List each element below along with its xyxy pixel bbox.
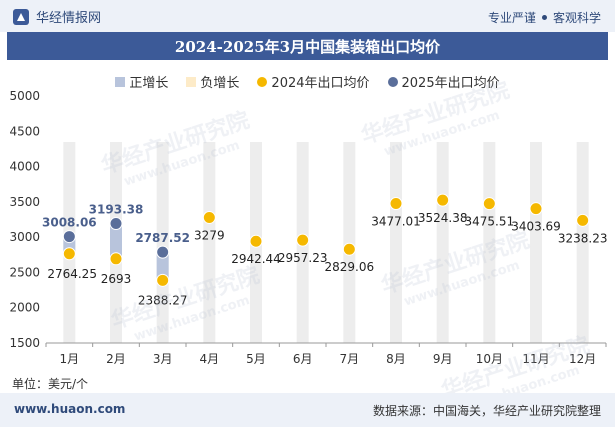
footer-site-link[interactable]: www.huaon.com [14, 402, 126, 416]
legend-swatch-negative [186, 76, 197, 87]
column-band [530, 142, 542, 343]
data-label-2024: 3475.51 [465, 215, 515, 229]
column-band [390, 142, 402, 343]
growth-bar [63, 236, 76, 254]
data-label-2024: 2693 [101, 272, 132, 286]
legend-label-negative: 负增长 [200, 76, 240, 91]
legend-label-2024: 2024年出口均价 [271, 76, 370, 91]
y-tick-label: 3500 [9, 195, 40, 209]
legend-swatch-2025 [387, 76, 398, 87]
point-2024 [62, 247, 76, 261]
data-label-2024: 2764.25 [47, 267, 97, 281]
x-tick-label: 3月 [153, 352, 173, 366]
data-label-2024: 3279 [194, 228, 225, 242]
data-label-2024: 2829.06 [325, 260, 375, 274]
x-tick-label: 4月 [200, 352, 220, 366]
data-label-2025: 3008.06 [42, 216, 97, 230]
x-tick-label: 11月 [522, 352, 549, 366]
footer-source: 数据来源：中国海关，华经产业研究院整理 [372, 404, 601, 418]
x-tick-label: 9月 [433, 352, 453, 366]
legend-item-2024: 2024年出口均价 [257, 72, 370, 91]
data-label-2024: 2957.23 [278, 251, 328, 265]
column-band [576, 142, 589, 343]
tagline-left: 专业严谨 [487, 11, 536, 25]
chart-title: 2024-2025年3月中国集装箱出口均价 [7, 32, 608, 60]
tagline-right: 客观科学 [552, 11, 601, 25]
point-2024 [342, 242, 356, 256]
header-bar: 华经情报网 专业严谨 客观科学 [0, 0, 615, 32]
growth-bar [110, 223, 122, 259]
point-2024 [249, 234, 263, 248]
chart-legend: 正增长 负增长 2024年出口均价 2025年出口均价 [0, 72, 615, 91]
legend-item-2025: 2025年出口均价 [387, 72, 500, 91]
point-2024 [576, 213, 590, 227]
x-tick-label: 5月 [246, 352, 266, 366]
column-band [203, 142, 216, 343]
legend-item-negative: 负增长 [186, 72, 239, 91]
x-tick-label: 1月 [60, 352, 80, 366]
point-2024 [389, 196, 403, 210]
y-tick-label: 4000 [9, 160, 40, 174]
column-band [156, 142, 169, 343]
legend-swatch-2024 [257, 76, 268, 87]
legend-label-2025: 2025年出口均价 [401, 76, 500, 91]
chart-plot: 1500 2000 2500 3000 3500 4000 4500 5000 1月 2月 3月 4月… [9, 89, 608, 366]
x-tick-label: 8月 [386, 352, 406, 366]
data-label-2024: 3477.01 [371, 214, 421, 228]
data-label-2024: 3238.23 [558, 231, 608, 245]
legend-label-positive: 正增长 [129, 76, 169, 91]
point-2025 [156, 245, 170, 259]
data-label-2024: 2942.44 [231, 252, 281, 266]
y-tick-label: 2500 [9, 265, 40, 279]
point-2024 [529, 202, 543, 216]
data-label-2024: 3403.69 [511, 220, 561, 234]
column-band [483, 142, 496, 343]
y-tick-label: 3000 [9, 230, 40, 244]
x-tick-label: 6月 [293, 352, 313, 366]
tagline: 专业严谨 客观科学 [488, 9, 601, 26]
growth-bar [156, 252, 169, 281]
y-tick-label: 4500 [9, 124, 40, 138]
y-tick-label: 1500 [9, 336, 40, 350]
brand-logo-icon [13, 8, 29, 25]
y-tick-label: 2000 [9, 301, 40, 315]
data-label-2025: 3193.38 [89, 202, 144, 216]
brand-name: 华经情报网 [36, 11, 102, 26]
x-tick-label: 10月 [476, 352, 503, 366]
unit-label: 单位：美元/个 [12, 377, 89, 391]
point-2024 [296, 233, 310, 247]
point-2024 [109, 252, 123, 266]
column-band [436, 142, 449, 343]
data-label-2025: 2787.52 [135, 231, 190, 245]
legend-swatch-positive [115, 76, 126, 87]
point-2024 [202, 210, 216, 224]
x-tick-label: 7月 [340, 352, 360, 366]
y-tick-label: 5000 [9, 89, 40, 103]
data-label-2024: 3524.38 [418, 211, 468, 225]
x-tick-label: 12月 [569, 352, 596, 366]
footer-bar: www.huaon.com 数据来源：中国海关，华经产业研究院整理 [0, 393, 615, 427]
brand: 华经情报网 [12, 7, 101, 26]
column-band [343, 142, 356, 343]
data-label-2024: 2388.27 [138, 293, 188, 307]
x-tick-label: 2月 [106, 352, 126, 366]
point-2024 [436, 193, 450, 207]
point-2025 [109, 216, 123, 230]
tagline-dot-icon [541, 15, 547, 20]
point-2024 [482, 197, 496, 211]
point-2024 [156, 273, 170, 287]
legend-item-positive: 正增长 [115, 72, 168, 91]
point-2025 [62, 230, 76, 244]
